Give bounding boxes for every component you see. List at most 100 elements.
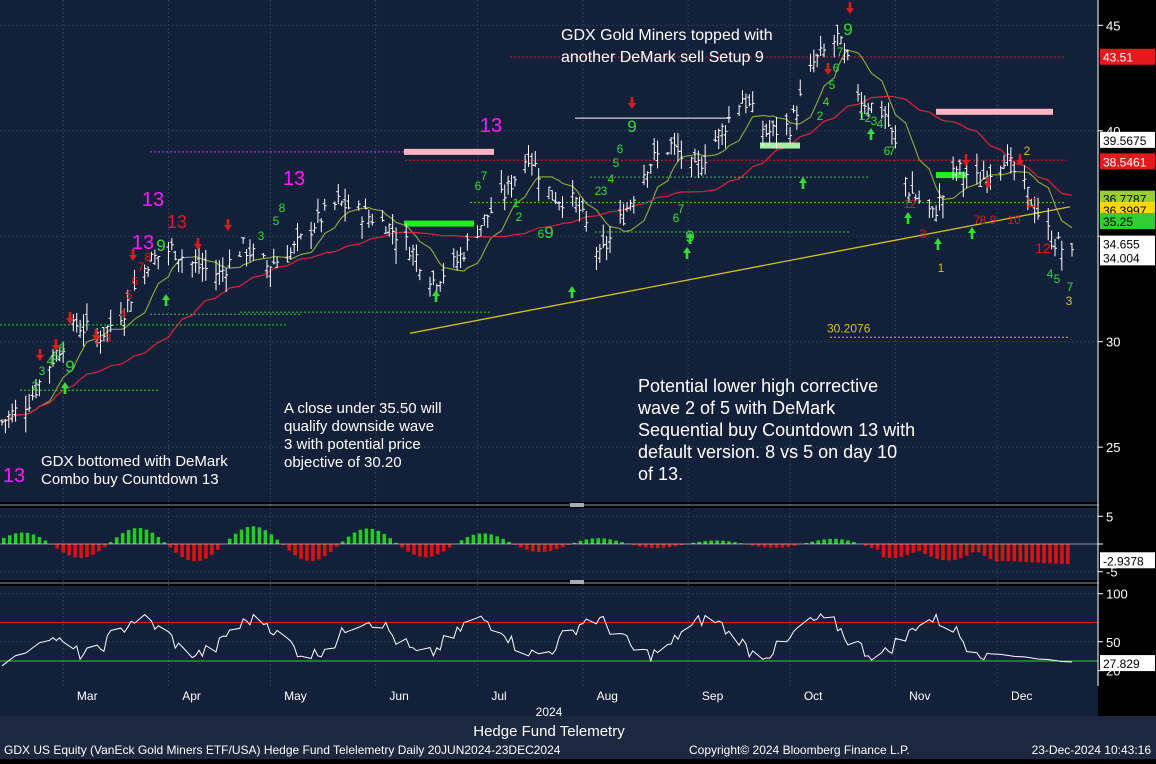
- macd-bar: [882, 544, 886, 557]
- setup-count: 3: [920, 227, 927, 241]
- macd-bar: [2, 538, 6, 544]
- demark-count: 9: [156, 236, 165, 255]
- setup-count: 2: [817, 109, 824, 123]
- macd-bar: [971, 544, 975, 553]
- macd-bar: [299, 544, 303, 559]
- macd-bar: [965, 544, 969, 556]
- macd-bar: [757, 544, 761, 547]
- macd-bar: [810, 542, 814, 544]
- macd-bar: [662, 544, 666, 548]
- macd-bar: [436, 544, 440, 554]
- setup-count: 2: [32, 379, 39, 393]
- macd-bar: [995, 544, 999, 562]
- macd-bar: [275, 540, 279, 544]
- annotation-line: objective of 30.20: [284, 454, 402, 471]
- macd-bar: [715, 540, 719, 544]
- demark-count: 9: [544, 223, 553, 242]
- macd-bar: [186, 544, 190, 560]
- macd-bar: [418, 544, 422, 557]
- macd-bar: [73, 544, 77, 557]
- macd-bar: [20, 533, 24, 544]
- macd-bar: [834, 539, 838, 544]
- macd-bar: [781, 544, 785, 548]
- macd-bar: [478, 534, 482, 544]
- month-label: Oct: [804, 689, 823, 703]
- macd-bar: [917, 544, 921, 551]
- demark-count: 1: [938, 261, 945, 275]
- macd-bar: [769, 544, 773, 548]
- setup-count: 3: [601, 184, 608, 198]
- macd-bar: [335, 544, 339, 547]
- macd-bar: [85, 544, 89, 557]
- price-tag-label: 39.5675: [1103, 134, 1147, 148]
- macd-bar: [703, 541, 707, 544]
- macd-bar: [585, 539, 589, 544]
- macd-bar: [14, 533, 18, 544]
- setup-count: 2: [516, 210, 523, 224]
- chart-title: Hedge Fund Telemetry: [473, 723, 625, 740]
- macd-bar: [555, 544, 559, 549]
- macd-bar: [543, 544, 547, 552]
- macd-bar: [906, 544, 910, 555]
- annotation-line: Sequential buy Countdown 13 with: [638, 420, 915, 440]
- macd-bar: [448, 544, 452, 548]
- macd-bar: [900, 544, 904, 557]
- macd-bar: [614, 541, 618, 544]
- setup-count: 5: [613, 156, 620, 170]
- tdst-bar: [936, 109, 1053, 115]
- macd-bar: [246, 527, 250, 544]
- setup-count: 7: [481, 169, 488, 183]
- macd-bar: [608, 539, 612, 544]
- demark-count: 13: [167, 212, 187, 232]
- macd-bar: [846, 540, 850, 544]
- setup-count: 7: [138, 260, 145, 274]
- annotation-line: of 13.: [638, 464, 683, 484]
- macd-bar: [240, 530, 244, 544]
- macd-bar: [894, 544, 898, 558]
- setup-count: 4: [823, 95, 830, 109]
- macd-bar: [1036, 544, 1040, 563]
- setup-count: 5: [273, 214, 280, 228]
- macd-bar: [56, 544, 60, 549]
- osc-tick-label: 50: [1106, 635, 1120, 650]
- macd-bar: [329, 544, 333, 552]
- macd-bar: [852, 542, 856, 544]
- macd-bar: [602, 539, 606, 544]
- macd-bar: [519, 544, 523, 548]
- macd-bar: [216, 544, 220, 550]
- macd-bar: [484, 533, 488, 544]
- demark-count: 13: [142, 189, 164, 211]
- macd-bar: [359, 530, 363, 544]
- annotation-line: wave 2 of 5 with DeMark: [637, 398, 836, 418]
- macd-bar: [650, 544, 654, 548]
- setup-count: 9: [990, 213, 997, 227]
- month-label: Jun: [389, 689, 408, 703]
- macd-bar: [983, 544, 987, 556]
- setup-count: 7: [837, 45, 844, 59]
- macd-bar: [947, 544, 951, 561]
- month-label: Jul: [491, 689, 506, 703]
- setup-count: 10: [1007, 213, 1021, 227]
- setup-count: 4: [120, 307, 127, 321]
- demark-count: 9: [627, 117, 636, 136]
- setup-count: 4: [1047, 267, 1054, 281]
- annotation-line: GDX bottomed with DeMark: [41, 453, 228, 470]
- macd-bar: [412, 544, 416, 555]
- macd-bar: [549, 544, 553, 551]
- macd-bar: [115, 537, 119, 544]
- setup-count: 6: [833, 61, 840, 75]
- demark-count: 9: [65, 357, 74, 376]
- macd-bar: [941, 544, 945, 560]
- annotation-line: another DeMark sell Setup 9: [561, 49, 764, 66]
- macd-bar: [347, 537, 351, 544]
- setup-count: 5: [1054, 272, 1061, 286]
- setup-count: 4: [608, 172, 615, 186]
- macd-bar: [472, 535, 476, 544]
- macd-bar: [501, 539, 505, 544]
- macd-bar: [168, 544, 172, 548]
- macd-bar: [1007, 544, 1011, 561]
- month-label: Dec: [1011, 689, 1032, 703]
- macd-bar: [727, 541, 731, 544]
- macd-bar: [1066, 544, 1070, 564]
